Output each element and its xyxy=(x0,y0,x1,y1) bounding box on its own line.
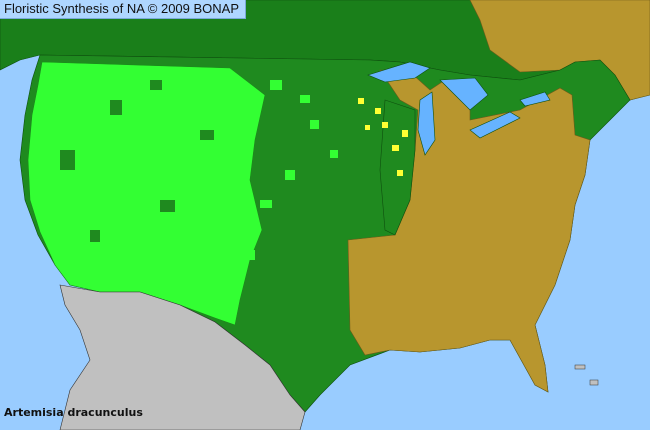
rare-counties xyxy=(358,98,408,176)
map-title: Floristic Synthesis of NA © 2009 BONAP xyxy=(0,0,247,19)
dark-patches xyxy=(60,80,214,242)
species-name: Artemisia dracunculus xyxy=(4,406,143,419)
great-lakes xyxy=(367,61,551,156)
islands xyxy=(574,364,599,386)
east-absent-region xyxy=(347,69,591,393)
mexico-region xyxy=(59,284,306,430)
county-patches xyxy=(245,80,338,260)
